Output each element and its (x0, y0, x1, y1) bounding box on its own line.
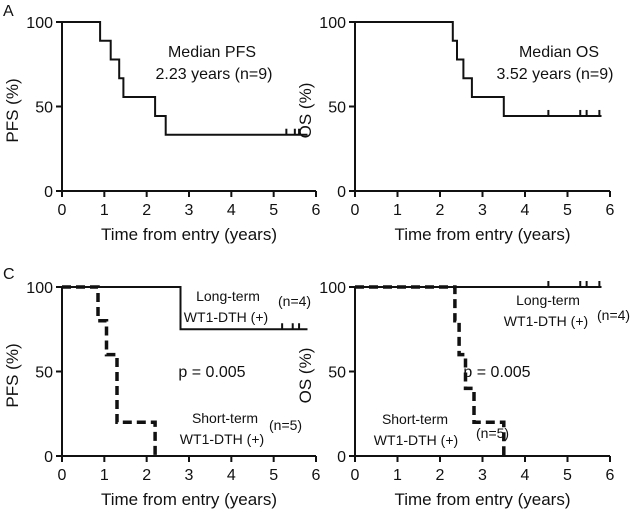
y-tick-label: 0 (44, 184, 53, 201)
survival-curve-all (355, 21, 602, 117)
legend-short-term-n: (n=5) (476, 425, 509, 441)
x-tick-label: 1 (393, 467, 402, 484)
legend-short-term-line2: WT1-DTH (+) (180, 431, 264, 447)
y-tick-label: 100 (26, 15, 53, 32)
legend-long-term-line2: WT1-DTH (+) (504, 313, 588, 329)
x-tick-label: 4 (227, 202, 236, 219)
x-axis-label: Time from entry (years) (101, 225, 277, 244)
x-tick-label: 2 (436, 467, 445, 484)
legend-short-term-n: (n=5) (269, 417, 302, 433)
x-tick-label: 2 (436, 202, 445, 219)
panel-label-c: C (3, 266, 15, 283)
x-tick-label: 4 (521, 202, 530, 219)
survival-curve-all (62, 21, 308, 136)
median-label: Median OS (519, 44, 599, 61)
y-tick-label: 50 (328, 100, 346, 117)
x-tick-label: 3 (478, 202, 487, 219)
chart-panel-1: 0 1 2 3 4 5 6 0 50 100 Time from entry (years) PFS … (3, 15, 321, 244)
legend-short-term-line1: Short-term (382, 411, 448, 427)
x-tick-label: 0 (58, 202, 67, 219)
median-label: Median PFS (168, 44, 256, 61)
x-tick-label: 4 (521, 467, 530, 484)
chart-panel-3: 0 1 2 3 4 5 6 0 50 100 Time from entry (years) PFS … (3, 280, 321, 509)
y-tick-label: 50 (328, 365, 346, 382)
x-axis-label: Time from entry (years) (394, 490, 570, 509)
y-tick-label: 0 (44, 449, 53, 466)
x-tick-label: 1 (100, 202, 109, 219)
y-axis-label: PFS (%) (3, 343, 22, 407)
y-tick-label: 0 (337, 449, 346, 466)
x-tick-label: 6 (606, 467, 615, 484)
x-axis-label: Time from entry (years) (101, 490, 277, 509)
y-tick-label: 100 (319, 15, 346, 32)
panel-label-a: A (3, 3, 14, 20)
survival-curve-short-term (62, 285, 157, 456)
y-axis-label: PFS (%) (3, 78, 22, 142)
y-axis-label: OS (%) (296, 83, 315, 139)
x-tick-label: 0 (351, 202, 360, 219)
y-tick-label: 0 (337, 184, 346, 201)
x-tick-label: 1 (100, 467, 109, 484)
legend-long-term-n: (n=4) (278, 293, 311, 309)
x-tick-label: 5 (269, 467, 278, 484)
x-tick-label: 3 (185, 202, 194, 219)
legend-long-term-n: (n=4) (597, 307, 630, 323)
legend-long-term-line1: Long-term (196, 288, 260, 304)
x-tick-label: 5 (563, 202, 572, 219)
x-tick-label: 0 (351, 467, 360, 484)
median-value-label: 3.52 years (n=9) (497, 66, 614, 83)
x-tick-label: 2 (142, 202, 151, 219)
x-tick-label: 2 (142, 467, 151, 484)
p-value-label: p = 0.005 (178, 364, 245, 381)
x-tick-label: 6 (312, 467, 321, 484)
x-axis-label: Time from entry (years) (394, 225, 570, 244)
x-tick-label: 5 (563, 467, 572, 484)
y-tick-label: 100 (26, 280, 53, 297)
p-value-label: p = 0.005 (463, 364, 530, 381)
legend-short-term-line2: WT1-DTH (+) (374, 432, 458, 448)
y-tick-label: 100 (319, 280, 346, 297)
legend-short-term-line1: Short-term (192, 410, 258, 426)
legend-long-term-line2: WT1-DTH (+) (184, 309, 268, 325)
y-tick-label: 50 (35, 100, 53, 117)
x-tick-label: 6 (606, 202, 615, 219)
median-value-label: 2.23 years (n=9) (156, 66, 273, 83)
y-tick-label: 50 (35, 365, 53, 382)
x-tick-label: 0 (58, 467, 67, 484)
x-tick-label: 6 (312, 202, 321, 219)
x-tick-label: 5 (269, 202, 278, 219)
legend-long-term-line1: Long-term (516, 292, 580, 308)
x-tick-label: 3 (185, 467, 194, 484)
x-tick-label: 4 (227, 467, 236, 484)
x-tick-label: 1 (393, 202, 402, 219)
y-axis-label: OS (%) (296, 348, 315, 404)
x-tick-label: 3 (478, 467, 487, 484)
survival-curve-long-term (62, 286, 308, 331)
